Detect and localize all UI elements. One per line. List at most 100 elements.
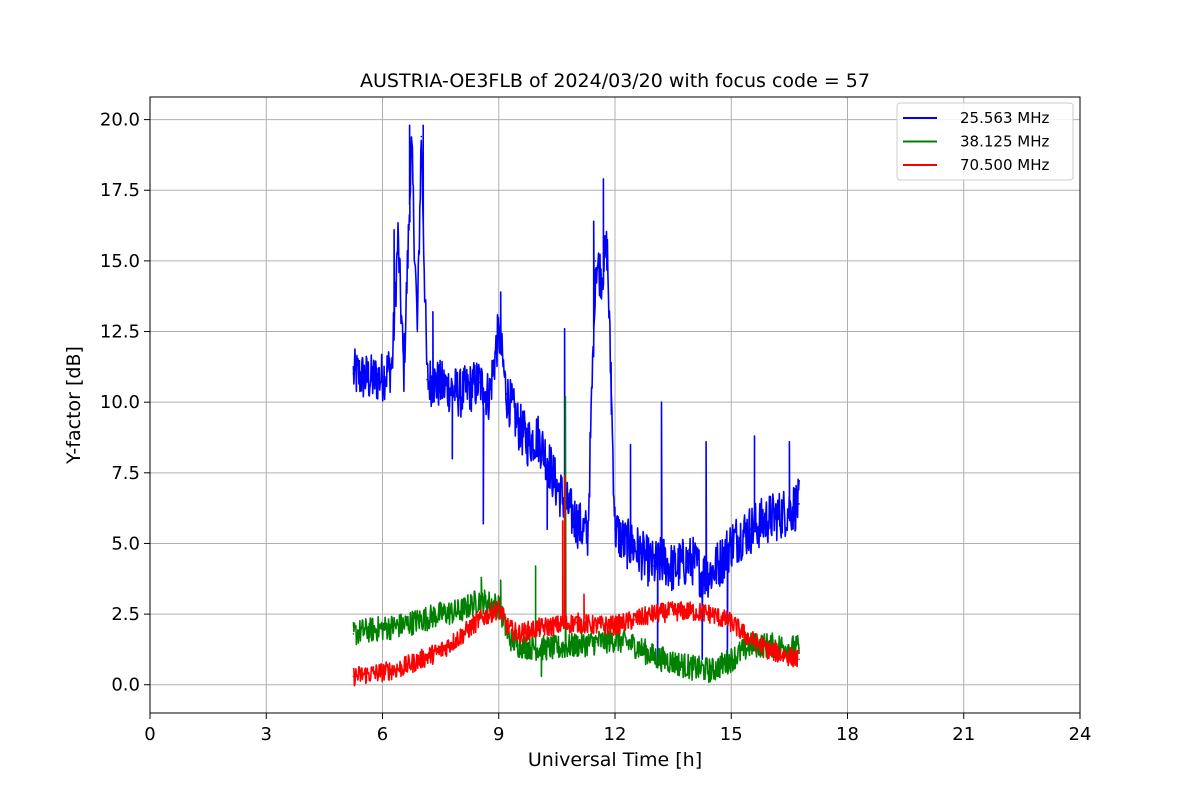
y-tick-label: 10.0 (100, 392, 140, 413)
x-tick-label: 9 (493, 724, 504, 745)
data-point (749, 528, 752, 531)
data-point (662, 559, 665, 562)
data-point (575, 644, 578, 646)
data-point (362, 674, 364, 676)
x-tick-label: 18 (836, 724, 859, 745)
data-point (798, 647, 800, 649)
data-point (691, 610, 694, 613)
data-point (507, 627, 510, 629)
series-line (352, 395, 800, 684)
y-tick-label: 12.5 (100, 322, 140, 343)
data-point (730, 542, 733, 545)
data-point (614, 624, 616, 627)
series-line (352, 124, 800, 669)
data-point (653, 613, 655, 615)
data-point (730, 658, 733, 661)
data-point (798, 503, 800, 505)
data-point (614, 638, 616, 641)
data-point (439, 384, 442, 387)
data-point (439, 650, 442, 652)
data-point (672, 568, 674, 570)
data-point (788, 655, 791, 658)
data-point (372, 378, 374, 381)
data-point (594, 260, 597, 262)
data-point (478, 381, 481, 384)
data-point (730, 621, 733, 624)
data-point (587, 534, 589, 536)
data-point (468, 387, 471, 389)
data-point (536, 627, 539, 629)
data-point (556, 624, 558, 627)
data-point (788, 508, 791, 511)
data-point (653, 565, 655, 567)
legend-label: 25.563 MHz (960, 109, 1049, 127)
x-tick-label: 24 (1069, 724, 1092, 745)
data-point (769, 517, 771, 519)
data-point (439, 613, 442, 615)
data-point (623, 542, 626, 545)
data-point (498, 330, 500, 333)
data-point (507, 635, 510, 638)
series-0 (352, 124, 800, 669)
legend-label: 70.500 MHz (960, 156, 1049, 174)
data-point (571, 514, 574, 516)
y-tick-label: 20.0 (100, 110, 140, 131)
x-tick-label: 3 (261, 724, 272, 745)
data-point (594, 641, 597, 644)
data-point (381, 671, 384, 673)
data-point (600, 274, 603, 276)
data-point (420, 619, 423, 621)
y-tick-label: 0.0 (111, 675, 140, 696)
data-point (778, 514, 781, 516)
series-line (352, 474, 800, 687)
data-point (691, 667, 694, 669)
data-point (416, 330, 419, 333)
x-tick-label: 21 (952, 724, 975, 745)
data-point (711, 570, 713, 573)
data-point (672, 610, 674, 613)
data-point (352, 633, 355, 635)
data-point (403, 373, 405, 375)
data-point (749, 638, 752, 641)
data-point (478, 599, 481, 601)
data-point (410, 147, 413, 149)
data-point (711, 669, 713, 672)
data-point (381, 627, 384, 629)
data-point (556, 486, 558, 488)
data-point (614, 528, 616, 531)
data-point (420, 658, 423, 661)
series-layer (352, 124, 800, 687)
legend: 25.563 MHz 38.125 MHz 70.500 MHz (896, 102, 1074, 181)
legend-box (896, 102, 1074, 181)
ticks: 0 3 6 9 12 15 18 21 24 0.0 2.5 5.0 7.5 10.0 12.5 15.0 17… (100, 110, 1092, 745)
data-point (711, 613, 713, 615)
data-point (362, 630, 364, 632)
data-point (426, 378, 428, 381)
data-point (401, 624, 403, 627)
x-axis-label: Universal Time [h] (528, 749, 702, 771)
chart-title: AUSTRIA-OE3FLB of 2024/03/20 with focus … (360, 70, 870, 92)
data-point (653, 655, 655, 658)
data-point (478, 619, 481, 621)
x-tick-label: 0 (144, 724, 155, 745)
data-point (391, 364, 394, 367)
data-point (740, 534, 742, 536)
data-point (517, 633, 519, 635)
data-point (488, 395, 490, 398)
data-point (536, 647, 539, 649)
data-point (517, 644, 519, 646)
data-point (633, 545, 636, 548)
data-point (397, 237, 399, 240)
y-tick-label: 7.5 (111, 463, 140, 484)
y-axis-label: Y-factor [dB] (63, 346, 85, 465)
data-point (352, 675, 355, 678)
data-point (505, 392, 508, 395)
data-point (352, 373, 355, 375)
data-point (362, 375, 364, 378)
data-point (769, 650, 771, 652)
data-point (701, 573, 703, 576)
series-2 (352, 474, 800, 687)
data-point (459, 610, 461, 613)
data-point (606, 246, 609, 248)
